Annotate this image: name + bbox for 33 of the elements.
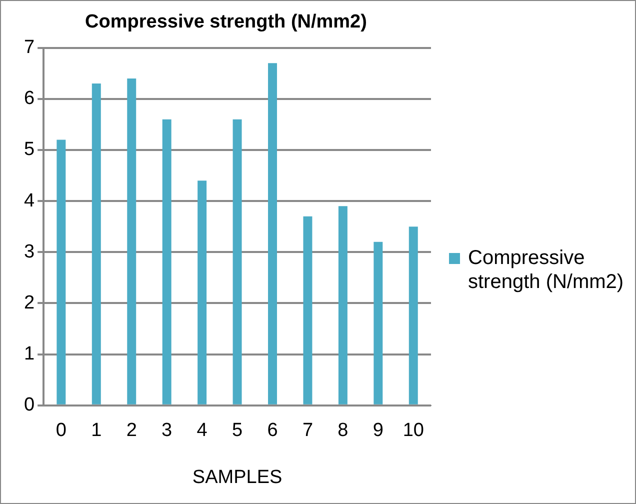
y-tick-label: 1: [24, 344, 35, 365]
y-tick-label: 7: [24, 37, 35, 58]
bar: [303, 216, 312, 404]
x-tick-label: 7: [302, 420, 314, 442]
x-tick-label: 6: [267, 420, 278, 442]
y-tick-label: 6: [24, 88, 35, 110]
bar: [92, 84, 101, 404]
x-tick-label: 10: [402, 420, 424, 442]
chart-title: Compressive strength (N/mm2): [85, 12, 367, 33]
bar: [162, 119, 172, 404]
y-tick-label: 0: [24, 394, 35, 416]
y-tick-label: 3: [24, 241, 35, 262]
x-tick-label: 3: [162, 420, 172, 442]
legend-label: Compressive strength (N/mm2): [468, 246, 625, 294]
x-tick-label: 1: [91, 420, 102, 442]
bar: [374, 242, 383, 404]
x-tick-label: 8: [338, 420, 348, 442]
bar: [127, 78, 136, 404]
x-axis-title: SAMPLES: [192, 466, 282, 488]
x-tick-label: 0: [56, 420, 66, 442]
x-tick-label: 2: [126, 420, 137, 442]
y-tick-label: 2: [24, 292, 35, 314]
x-tick-label: 9: [372, 420, 384, 442]
bar: [338, 206, 348, 404]
y-tick-label: 4: [24, 190, 35, 212]
x-tick-label: 5: [232, 420, 243, 442]
x-tick-label: 4: [196, 420, 208, 442]
bar: [232, 119, 242, 404]
bar: [198, 180, 207, 404]
bar: [56, 140, 66, 404]
bar: [408, 226, 418, 404]
y-tick-label: 5: [24, 139, 35, 160]
bar: [268, 63, 277, 404]
